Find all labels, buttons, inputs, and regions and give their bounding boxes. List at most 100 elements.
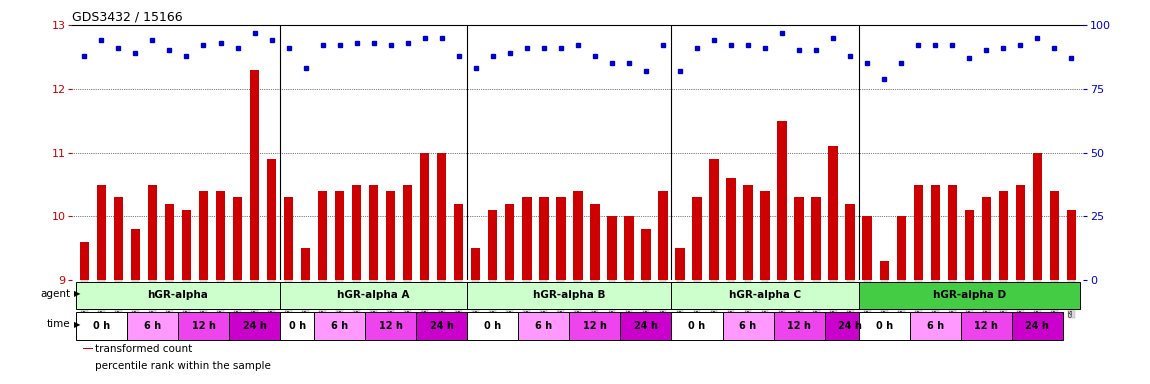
Bar [437, 152, 446, 280]
Bar [147, 185, 158, 280]
Bar [910, 313, 960, 340]
Text: 6 h: 6 h [331, 321, 348, 331]
Text: transformed count: transformed count [95, 344, 192, 354]
Text: 0 h: 0 h [289, 321, 306, 331]
Bar [301, 248, 310, 280]
Text: 12 h: 12 h [192, 321, 215, 331]
Bar [1067, 210, 1076, 280]
Bar [642, 229, 651, 280]
Bar [743, 185, 753, 280]
Bar [352, 185, 361, 280]
Bar [607, 217, 616, 280]
Bar [795, 197, 804, 280]
Bar [420, 152, 429, 280]
Bar [812, 197, 821, 280]
Bar [250, 70, 259, 280]
Bar [229, 313, 281, 340]
Text: agent: agent [40, 289, 70, 299]
Text: 12 h: 12 h [583, 321, 607, 331]
Bar [522, 197, 531, 280]
Bar [965, 210, 974, 280]
Text: 24 h: 24 h [430, 321, 453, 331]
Bar [692, 197, 702, 280]
Bar [880, 261, 889, 280]
Bar [232, 197, 243, 280]
Bar [1050, 191, 1059, 280]
Bar [590, 204, 599, 280]
Bar [182, 210, 191, 280]
Bar [672, 313, 722, 340]
Text: 0 h: 0 h [689, 321, 706, 331]
Bar [369, 185, 378, 280]
Bar [126, 313, 178, 340]
Bar [216, 191, 225, 280]
Bar [454, 204, 463, 280]
Text: 24 h: 24 h [634, 321, 658, 331]
Text: hGR-alpha: hGR-alpha [147, 290, 208, 300]
Text: 24 h: 24 h [1026, 321, 1049, 331]
Text: 6 h: 6 h [927, 321, 944, 331]
Text: 0 h: 0 h [875, 321, 892, 331]
Bar [79, 242, 89, 280]
Bar [281, 282, 467, 310]
Bar [828, 146, 838, 280]
Text: percentile rank within the sample: percentile rank within the sample [95, 361, 271, 371]
Bar [467, 313, 519, 340]
Bar [777, 121, 787, 280]
Text: 0 h: 0 h [93, 321, 110, 331]
Bar [675, 248, 684, 280]
Text: 6 h: 6 h [144, 321, 161, 331]
Bar [557, 197, 566, 280]
Text: hGR-alpha D: hGR-alpha D [933, 290, 1006, 300]
Bar [845, 204, 854, 280]
Text: 12 h: 12 h [787, 321, 811, 331]
Bar [859, 313, 910, 340]
Bar [539, 197, 549, 280]
Bar [386, 191, 396, 280]
Text: 6 h: 6 h [739, 321, 757, 331]
Bar [930, 185, 940, 280]
Bar [131, 229, 140, 280]
Bar [620, 313, 672, 340]
Bar [76, 282, 281, 310]
Bar [998, 191, 1009, 280]
Bar [366, 313, 416, 340]
Text: 12 h: 12 h [378, 321, 402, 331]
Bar [573, 191, 583, 280]
Bar [658, 191, 668, 280]
Bar [960, 313, 1012, 340]
Bar [416, 313, 467, 340]
Bar [97, 185, 106, 280]
Bar [760, 191, 769, 280]
Text: hGR-alpha A: hGR-alpha A [337, 290, 409, 300]
Bar [774, 313, 825, 340]
Text: ▶: ▶ [74, 289, 81, 298]
Bar [178, 313, 229, 340]
Bar [505, 204, 514, 280]
Bar [281, 313, 314, 340]
Bar [624, 217, 634, 280]
Bar [862, 217, 872, 280]
Bar [335, 191, 344, 280]
Bar [488, 210, 498, 280]
Bar [317, 191, 328, 280]
Bar [467, 282, 672, 310]
Bar [1033, 152, 1042, 280]
Bar [199, 191, 208, 280]
Bar [284, 197, 293, 280]
Bar [913, 185, 923, 280]
Text: 24 h: 24 h [243, 321, 267, 331]
Bar [897, 217, 906, 280]
Bar [859, 282, 1080, 310]
Text: 12 h: 12 h [974, 321, 998, 331]
Bar [76, 313, 126, 340]
Bar [164, 204, 174, 280]
Bar [519, 313, 569, 340]
Bar [982, 197, 991, 280]
Bar [727, 178, 736, 280]
Text: 6 h: 6 h [535, 321, 552, 331]
Bar [1012, 313, 1063, 340]
Bar [472, 248, 481, 280]
Bar [722, 313, 774, 340]
Text: hGR-alpha B: hGR-alpha B [534, 290, 606, 300]
